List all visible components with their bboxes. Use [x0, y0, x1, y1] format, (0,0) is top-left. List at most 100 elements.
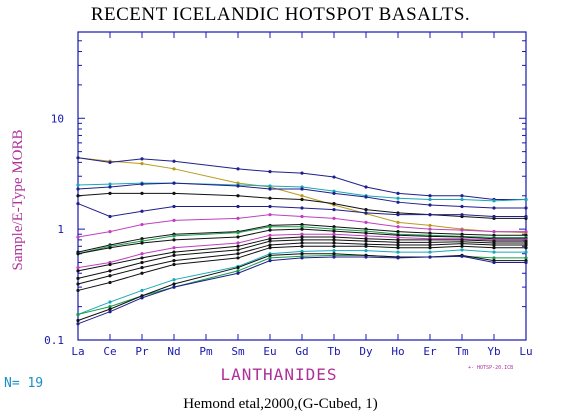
series-line	[77, 182, 526, 209]
data-point	[396, 230, 400, 234]
data-point	[364, 195, 368, 199]
data-point	[332, 191, 336, 196]
data-point	[76, 235, 80, 239]
data-point	[428, 194, 432, 198]
data-point	[300, 194, 304, 198]
data-point	[172, 181, 176, 185]
data-point	[492, 250, 496, 254]
data-point	[76, 282, 80, 286]
data-point	[428, 255, 432, 259]
data-point	[236, 194, 240, 198]
data-point	[300, 256, 304, 260]
x-tick-label: Eu	[263, 345, 276, 358]
data-point	[108, 307, 112, 311]
data-point	[172, 246, 176, 250]
data-point	[108, 246, 112, 250]
series-line	[77, 214, 526, 238]
data-point	[76, 194, 80, 198]
data-point	[172, 159, 176, 163]
file-tag: +- HOTSP-20.ICB	[468, 365, 513, 371]
data-point	[140, 241, 144, 245]
data-point	[364, 244, 368, 248]
series-layer	[76, 156, 528, 326]
data-point	[460, 213, 464, 217]
data-point	[524, 250, 528, 254]
data-point	[492, 246, 496, 250]
x-tick-label: Ho	[391, 345, 404, 358]
data-point	[140, 296, 144, 300]
series-line	[77, 254, 526, 315]
data-point	[172, 218, 176, 222]
data-point	[332, 208, 336, 212]
data-point	[428, 227, 432, 231]
data-point	[76, 276, 80, 280]
x-tick-label: Nd	[167, 345, 180, 358]
data-point	[268, 225, 272, 229]
x-tick-label: Yb	[487, 345, 500, 358]
data-point	[172, 250, 176, 254]
data-point	[332, 238, 336, 242]
data-point	[332, 255, 336, 259]
data-point	[428, 250, 432, 254]
series-line	[77, 157, 527, 234]
data-point	[268, 237, 272, 241]
data-point	[108, 214, 112, 219]
y-tick-label: 0.1	[44, 334, 64, 347]
data-point	[524, 256, 528, 260]
data-point	[268, 239, 272, 243]
data-point	[460, 194, 464, 198]
y-tick-label: 10	[51, 112, 64, 125]
x-tick-label: Tb	[327, 345, 340, 358]
series-12	[76, 235, 528, 273]
data-point	[460, 242, 464, 246]
data-point	[236, 271, 240, 275]
series-3	[76, 181, 528, 203]
data-point	[140, 182, 144, 186]
data-point	[300, 225, 304, 229]
data-point	[396, 238, 400, 242]
data-point	[332, 241, 336, 245]
data-point	[76, 265, 80, 270]
data-point	[108, 185, 112, 189]
series-line	[77, 233, 526, 269]
series-line	[77, 253, 526, 321]
data-point	[172, 285, 176, 289]
series-1	[76, 156, 528, 235]
data-point	[76, 156, 80, 160]
data-point	[332, 249, 336, 253]
data-point	[524, 197, 528, 202]
data-point	[236, 269, 240, 273]
data-point	[492, 206, 496, 210]
x-tick-label: Ce	[103, 345, 116, 358]
data-point	[364, 237, 368, 241]
data-point	[396, 235, 400, 240]
series-14	[76, 241, 528, 286]
data-point	[332, 189, 336, 193]
data-point	[396, 225, 400, 229]
data-point	[300, 227, 304, 231]
series-line	[77, 249, 526, 315]
data-point	[396, 243, 400, 247]
data-point	[236, 231, 240, 235]
data-point	[172, 238, 176, 242]
x-tick-label: Lu	[519, 345, 532, 358]
data-point	[300, 249, 304, 253]
series-line	[77, 245, 526, 291]
data-point	[332, 175, 336, 179]
data-point	[396, 256, 400, 260]
series-line	[77, 255, 526, 325]
data-point	[108, 274, 112, 278]
data-point	[236, 235, 240, 239]
data-point	[364, 249, 368, 253]
data-point	[460, 232, 464, 236]
data-point	[300, 232, 304, 236]
data-point	[492, 214, 496, 219]
data-point	[76, 201, 80, 206]
data-point	[524, 243, 528, 247]
data-point	[108, 269, 112, 273]
data-point	[460, 254, 464, 258]
data-point	[428, 243, 432, 247]
data-point	[76, 252, 80, 256]
data-point	[140, 265, 144, 270]
data-point	[364, 234, 368, 238]
